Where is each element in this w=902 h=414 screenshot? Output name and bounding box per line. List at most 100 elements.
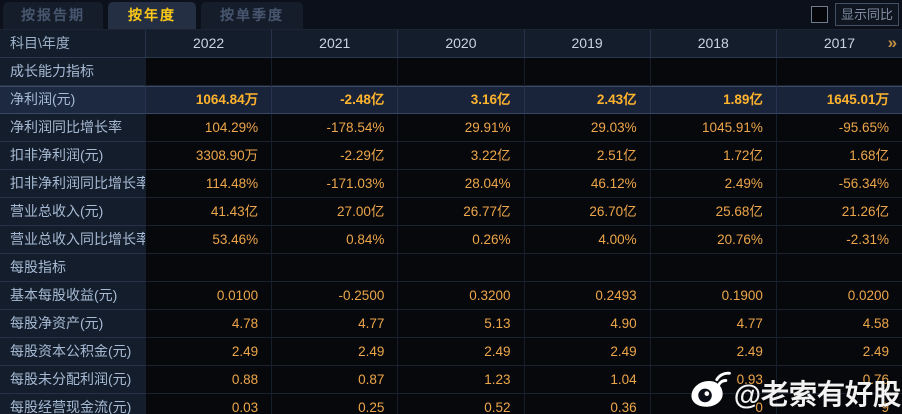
value-cell: -178.54% bbox=[271, 114, 398, 142]
row-label: 扣非净利润(元) bbox=[0, 142, 145, 170]
table-row[interactable]: 每股经营现金流(元) 0.03 0.25 0.52 0.36 0 9 bbox=[0, 394, 902, 414]
value-cell: 41.43亿 bbox=[145, 198, 272, 226]
value-cell: -56.34% bbox=[775, 170, 902, 198]
value-cell: 1.23 bbox=[397, 366, 524, 394]
value-cell: 4.58 bbox=[775, 310, 902, 338]
tab-by-report-period[interactable]: 按报告期 bbox=[3, 2, 103, 29]
show-yoy-button[interactable]: 显示同比 bbox=[835, 3, 899, 26]
value-cell: 0.1900 bbox=[649, 282, 776, 310]
row-label: 每股经营现金流(元) bbox=[0, 394, 145, 414]
value-cell: 1.72亿 bbox=[649, 142, 776, 170]
value-cell bbox=[145, 254, 272, 282]
value-cell: -2.31% bbox=[775, 226, 902, 254]
value-cell: 3308.90万 bbox=[145, 142, 272, 170]
value-cell: 4.77 bbox=[271, 310, 398, 338]
tab-by-quarter[interactable]: 按单季度 bbox=[201, 2, 303, 29]
row-label: 每股指标 bbox=[0, 254, 145, 282]
tab-by-year[interactable]: 按年度 bbox=[108, 2, 196, 29]
value-cell bbox=[649, 58, 776, 86]
value-cell: 0.2493 bbox=[523, 282, 650, 310]
value-cell bbox=[649, 254, 776, 282]
value-cell bbox=[775, 58, 902, 86]
value-cell: 0.84% bbox=[271, 226, 398, 254]
value-cell: 1.89亿 bbox=[649, 86, 776, 114]
value-cell: 3.22亿 bbox=[397, 142, 524, 170]
value-cell: 4.00% bbox=[523, 226, 650, 254]
yoy-controls: 显示同比 bbox=[811, 3, 902, 26]
value-cell: 0 bbox=[649, 394, 776, 414]
table-row[interactable]: 营业总收入(元) 41.43亿 27.00亿 26.77亿 26.70亿 25.68亿 21… bbox=[0, 198, 902, 226]
value-cell: 20.76% bbox=[649, 226, 776, 254]
year-column-header[interactable]: 2018 bbox=[649, 30, 776, 57]
table-row[interactable]: 每股未分配利润(元) 0.88 0.87 1.23 1.04 0.93 0.76 bbox=[0, 366, 902, 394]
value-cell: -171.03% bbox=[271, 170, 398, 198]
value-cell: 1645.01万 bbox=[775, 86, 902, 114]
year-column-header[interactable]: 2021 bbox=[271, 30, 397, 57]
table-row[interactable]: 基本每股收益(元) 0.0100 -0.2500 0.3200 0.2493 0.1900… bbox=[0, 282, 902, 310]
show-yoy-checkbox[interactable] bbox=[811, 6, 828, 23]
row-label: 每股净资产(元) bbox=[0, 310, 145, 338]
value-cell: 5.13 bbox=[397, 310, 524, 338]
value-cell: 2.43亿 bbox=[523, 86, 650, 114]
table-row[interactable]: 扣非净利润(元) 3308.90万 -2.29亿 3.22亿 2.51亿 1.72亿 1.6… bbox=[0, 142, 902, 170]
row-label: 营业总收入(元) bbox=[0, 198, 145, 226]
year-column-header[interactable]: 2017» bbox=[775, 30, 902, 57]
value-cell bbox=[271, 58, 398, 86]
value-cell: -0.2500 bbox=[271, 282, 398, 310]
value-cell: -2.29亿 bbox=[271, 142, 398, 170]
value-cell: 2.49 bbox=[649, 338, 776, 366]
value-cell bbox=[397, 58, 524, 86]
value-cell: 0.03 bbox=[145, 394, 272, 414]
value-cell: 2.49 bbox=[523, 338, 650, 366]
value-cell: 1045.91% bbox=[649, 114, 776, 142]
value-cell: 0.88 bbox=[145, 366, 272, 394]
row-label: 每股未分配利润(元) bbox=[0, 366, 145, 394]
value-cell: 2.49 bbox=[271, 338, 398, 366]
value-cell: 2.49 bbox=[145, 338, 272, 366]
value-cell: 114.48% bbox=[145, 170, 272, 198]
year-column-header[interactable]: 2020 bbox=[397, 30, 523, 57]
row-label: 营业总收入同比增长率 bbox=[0, 226, 145, 254]
table-row[interactable]: 净利润同比增长率 104.29% -178.54% 29.91% 29.03% 1045.… bbox=[0, 114, 902, 142]
row-label: 基本每股收益(元) bbox=[0, 282, 145, 310]
table-header-row: 科目\年度 2022 2021 2020 2019 2018 2017» bbox=[0, 30, 902, 58]
value-cell bbox=[271, 254, 398, 282]
value-cell: 0.0200 bbox=[775, 282, 902, 310]
value-cell: 46.12% bbox=[523, 170, 650, 198]
table-row[interactable]: 每股资本公积金(元) 2.49 2.49 2.49 2.49 2.49 2.49 bbox=[0, 338, 902, 366]
value-cell bbox=[523, 254, 650, 282]
value-cell bbox=[523, 58, 650, 86]
row-label: 净利润同比增长率 bbox=[0, 114, 145, 142]
value-cell: 1.04 bbox=[523, 366, 650, 394]
value-cell: 26.70亿 bbox=[523, 198, 650, 226]
year-column-header[interactable]: 2019 bbox=[523, 30, 650, 57]
value-cell: 0.26% bbox=[397, 226, 524, 254]
value-cell: 2.49% bbox=[649, 170, 776, 198]
table-row[interactable]: 营业总收入同比增长率 53.46% 0.84% 0.26% 4.00% 20.76% -2.… bbox=[0, 226, 902, 254]
value-cell: 0.0100 bbox=[145, 282, 272, 310]
section-row[interactable]: 每股指标 bbox=[0, 254, 902, 282]
value-cell: 27.00亿 bbox=[271, 198, 398, 226]
section-row[interactable]: 成长能力指标 bbox=[0, 58, 902, 86]
year-column-header[interactable]: 2022 bbox=[145, 30, 271, 57]
value-cell: 21.26亿 bbox=[775, 198, 902, 226]
more-years-icon[interactable]: » bbox=[887, 33, 898, 52]
value-cell: 9 bbox=[775, 394, 902, 414]
table-row[interactable]: 净利润(元) 1064.84万 -2.48亿 3.16亿 2.43亿 1.89亿 1645.… bbox=[0, 86, 902, 114]
value-cell: 28.04% bbox=[397, 170, 524, 198]
value-cell: 4.90 bbox=[523, 310, 650, 338]
row-label: 净利润(元) bbox=[0, 86, 145, 114]
row-label: 成长能力指标 bbox=[0, 58, 145, 86]
value-cell: 0.76 bbox=[775, 366, 902, 394]
value-cell: 0.93 bbox=[649, 366, 776, 394]
value-cell: 25.68亿 bbox=[649, 198, 776, 226]
value-cell: 1064.84万 bbox=[145, 86, 272, 114]
value-cell: 2.51亿 bbox=[523, 142, 650, 170]
table-row[interactable]: 扣非净利润同比增长率 114.48% -171.03% 28.04% 46.12% 2.4… bbox=[0, 170, 902, 198]
value-cell: -95.65% bbox=[775, 114, 902, 142]
value-cell: 2.49 bbox=[397, 338, 524, 366]
table-row[interactable]: 每股净资产(元) 4.78 4.77 5.13 4.90 4.77 4.58 bbox=[0, 310, 902, 338]
value-cell: 3.16亿 bbox=[397, 86, 524, 114]
value-cell: 26.77亿 bbox=[397, 198, 524, 226]
